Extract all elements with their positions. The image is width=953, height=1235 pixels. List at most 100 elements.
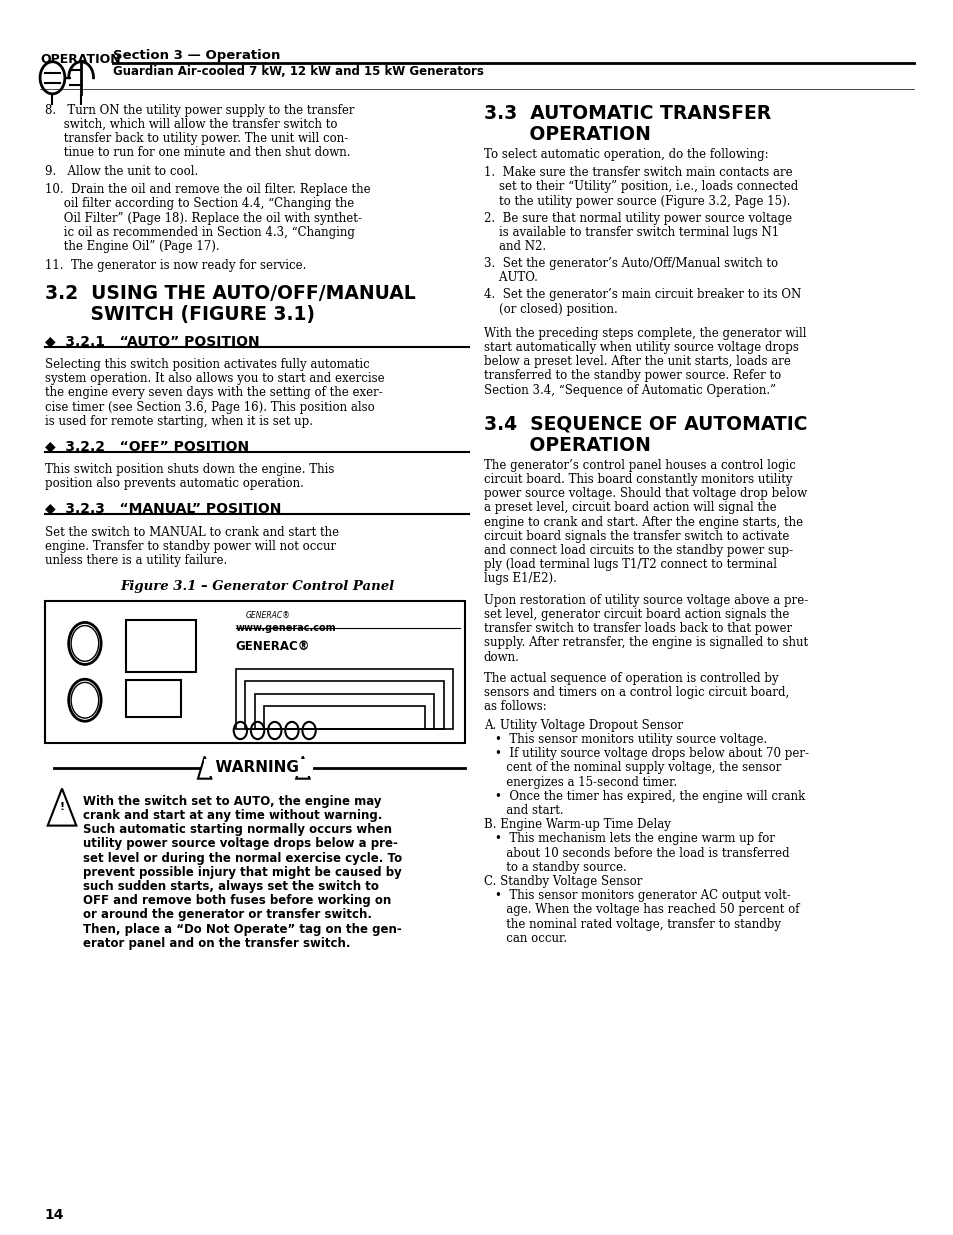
Text: as follows:: as follows: [483,700,546,714]
Text: 1.  Make sure the transfer switch main contacts are: 1. Make sure the transfer switch main co… [483,167,792,179]
Text: or around the generator or transfer switch.: or around the generator or transfer swit… [83,908,372,921]
Text: ◆  3.2.2   “OFF” POSITION: ◆ 3.2.2 “OFF” POSITION [45,438,249,453]
Text: !: ! [202,766,207,776]
Text: !: ! [59,802,65,813]
Text: !: ! [300,766,305,776]
Text: lugs E1/E2).: lugs E1/E2). [483,572,556,585]
Text: The generator’s control panel houses a control logic: The generator’s control panel houses a c… [483,458,795,472]
Text: about 10 seconds before the load is transferred: about 10 seconds before the load is tran… [495,846,789,860]
Text: Section 3 — Operation: Section 3 — Operation [112,49,279,63]
Text: is available to transfer switch terminal lugs N1: is available to transfer switch terminal… [483,226,778,238]
Text: start automatically when utility source voltage drops: start automatically when utility source … [483,341,798,354]
Text: 4.  Set the generator’s main circuit breaker to its ON: 4. Set the generator’s main circuit brea… [483,288,801,301]
Text: OPERATION: OPERATION [40,53,121,67]
Text: engine to crank and start. After the engine starts, the: engine to crank and start. After the eng… [483,515,802,529]
Circle shape [69,679,101,721]
Text: 10.  Drain the oil and remove the oil filter. Replace the: 10. Drain the oil and remove the oil fil… [45,183,370,196]
Text: unless there is a utility failure.: unless there is a utility failure. [45,555,227,567]
Text: prevent possible injury that might be caused by: prevent possible injury that might be ca… [83,866,401,879]
Text: 14: 14 [45,1208,64,1221]
Text: cise timer (see Section 3.6, Page 16). This position also: cise timer (see Section 3.6, Page 16). T… [45,400,375,414]
Text: can occur.: can occur. [495,931,567,945]
Text: Such automatic starting normally occurs when: Such automatic starting normally occurs … [83,823,392,836]
Text: ply (load terminal lugs T1/T2 connect to terminal: ply (load terminal lugs T1/T2 connect to… [483,558,776,572]
Text: This switch position shuts down the engine. This: This switch position shuts down the engi… [45,463,334,475]
Text: down.: down. [483,651,519,663]
Text: 3.2  USING THE AUTO/OFF/MANUAL: 3.2 USING THE AUTO/OFF/MANUAL [45,284,416,303]
Text: circuit board signals the transfer switch to activate: circuit board signals the transfer switc… [483,530,788,543]
Text: 3.  Set the generator’s Auto/Off/Manual switch to: 3. Set the generator’s Auto/Off/Manual s… [483,257,777,270]
Text: The actual sequence of operation is controlled by: The actual sequence of operation is cont… [483,672,778,685]
Text: oil filter according to Section 4.4, “Changing the: oil filter according to Section 4.4, “Ch… [45,198,354,210]
Text: energizes a 15-second timer.: energizes a 15-second timer. [495,776,677,788]
Text: C. Standby Voltage Sensor: C. Standby Voltage Sensor [483,874,641,888]
Text: •  Once the timer has expired, the engine will crank: • Once the timer has expired, the engine… [495,789,804,803]
Text: 8.   Turn ON the utility power supply to the transfer: 8. Turn ON the utility power supply to t… [45,104,354,117]
Text: ◆  3.2.1   “AUTO” POSITION: ◆ 3.2.1 “AUTO” POSITION [45,333,259,348]
Text: Figure 3.1 – Generator Control Panel: Figure 3.1 – Generator Control Panel [120,579,394,593]
Text: AUTO.: AUTO. [483,272,537,284]
Text: supply. After retransfer, the engine is signalled to shut: supply. After retransfer, the engine is … [483,636,807,650]
Text: the Engine Oil” (Page 17).: the Engine Oil” (Page 17). [45,240,219,253]
Text: a preset level, circuit board action will signal the: a preset level, circuit board action wil… [483,501,776,515]
Text: crank and start at any time without warning.: crank and start at any time without warn… [83,809,382,823]
Text: Upon restoration of utility source voltage above a pre-: Upon restoration of utility source volta… [483,594,807,606]
Text: SWITCH (FIGURE 3.1): SWITCH (FIGURE 3.1) [45,305,314,325]
Polygon shape [198,756,212,778]
Text: and start.: and start. [495,804,563,816]
Text: and N2.: and N2. [483,240,545,253]
Circle shape [69,622,101,664]
Bar [235,669,453,729]
Text: to the utility power source (Figure 3.2, Page 15).: to the utility power source (Figure 3.2,… [483,195,789,207]
Text: set to their “Utility” position, i.e., loads connected: set to their “Utility” position, i.e., l… [483,180,797,194]
Text: With the preceding steps complete, the generator will: With the preceding steps complete, the g… [483,327,805,340]
Text: WARNING: WARNING [205,760,309,776]
Bar [264,706,424,729]
Text: set level, generator circuit board action signals the: set level, generator circuit board actio… [483,608,788,621]
Bar [245,682,443,729]
Text: system operation. It also allows you to start and exercise: system operation. It also allows you to … [45,372,384,385]
Text: GENERAC®: GENERAC® [235,640,310,653]
Text: 9.   Allow the unit to cool.: 9. Allow the unit to cool. [45,164,198,178]
Text: to a standby source.: to a standby source. [495,861,626,873]
Text: Section 3.4, “Sequence of Automatic Operation.”: Section 3.4, “Sequence of Automatic Oper… [483,384,775,396]
Text: cent of the nominal supply voltage, the sensor: cent of the nominal supply voltage, the … [495,761,781,774]
Text: With the switch set to AUTO, the engine may: With the switch set to AUTO, the engine … [83,794,381,808]
Text: www.generac.com: www.generac.com [235,622,335,634]
Text: (or closed) position.: (or closed) position. [483,303,617,316]
Text: below a preset level. After the unit starts, loads are: below a preset level. After the unit sta… [483,356,790,368]
Text: transferred to the standby power source. Refer to: transferred to the standby power source.… [483,369,781,383]
Text: is used for remote starting, when it is set up.: is used for remote starting, when it is … [45,415,313,427]
Text: •  If utility source voltage drops below about 70 per-: • If utility source voltage drops below … [495,747,808,760]
Text: Selecting this switch position activates fully automatic: Selecting this switch position activates… [45,358,369,370]
Text: GENERAC®: GENERAC® [245,610,290,620]
Text: the nominal rated voltage, transfer to standby: the nominal rated voltage, transfer to s… [495,918,781,930]
Text: 3.4  SEQUENCE OF AUTOMATIC: 3.4 SEQUENCE OF AUTOMATIC [483,415,806,433]
Text: erator panel and on the transfer switch.: erator panel and on the transfer switch. [83,936,350,950]
Text: Then, place a “Do Not Operate” tag on the gen-: Then, place a “Do Not Operate” tag on th… [83,923,401,936]
Text: •  This sensor monitors utility source voltage.: • This sensor monitors utility source vo… [495,732,766,746]
Bar [254,694,434,729]
Text: position also prevents automatic operation.: position also prevents automatic operati… [45,477,303,490]
Bar [126,620,195,672]
Text: B. Engine Warm-up Time Delay: B. Engine Warm-up Time Delay [483,818,670,831]
Text: transfer switch to transfer loads back to that power: transfer switch to transfer loads back t… [483,622,791,635]
Bar [126,680,181,718]
Bar [45,600,464,742]
Text: age. When the voltage has reached 50 percent of: age. When the voltage has reached 50 per… [495,903,799,916]
Text: Guardian Air-cooled 7 kW, 12 kW and 15 kW Generators: Guardian Air-cooled 7 kW, 12 kW and 15 k… [112,65,483,79]
Text: ic oil as recommended in Section 4.3, “Changing: ic oil as recommended in Section 4.3, “C… [45,226,355,238]
Text: circuit board. This board constantly monitors utility: circuit board. This board constantly mon… [483,473,791,487]
Text: and connect load circuits to the standby power sup-: and connect load circuits to the standby… [483,543,792,557]
Text: 2.  Be sure that normal utility power source voltage: 2. Be sure that normal utility power sou… [483,211,791,225]
Polygon shape [48,788,76,825]
Text: 3.3  AUTOMATIC TRANSFER: 3.3 AUTOMATIC TRANSFER [483,104,770,122]
Text: sensors and timers on a control logic circuit board,: sensors and timers on a control logic ci… [483,685,788,699]
Text: such sudden starts, always set the switch to: such sudden starts, always set the switc… [83,879,378,893]
Polygon shape [295,756,309,778]
Text: OFF and remove both fuses before working on: OFF and remove both fuses before working… [83,894,391,908]
Text: set level or during the normal exercise cycle. To: set level or during the normal exercise … [83,851,402,864]
Text: 11.  The generator is now ready for service.: 11. The generator is now ready for servi… [45,258,306,272]
Text: tinue to run for one minute and then shut down.: tinue to run for one minute and then shu… [45,146,350,159]
Text: power source voltage. Should that voltage drop below: power source voltage. Should that voltag… [483,487,806,500]
